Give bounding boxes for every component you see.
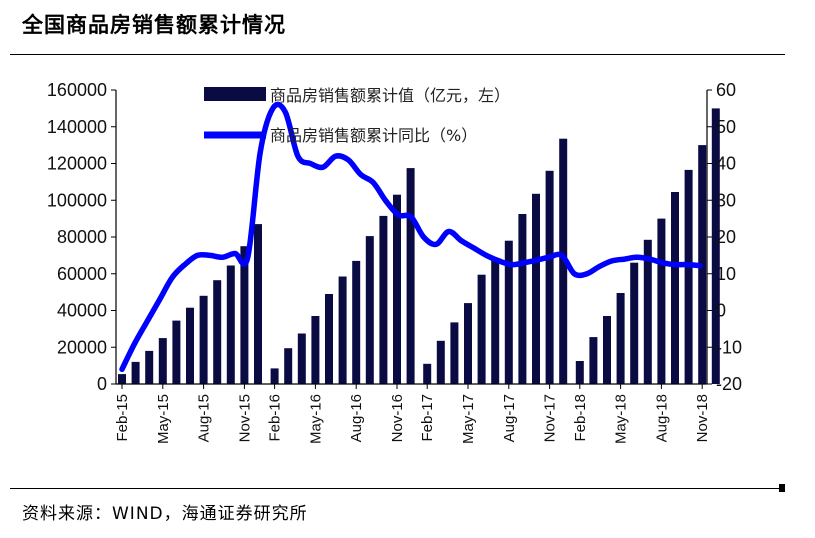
bar	[504, 240, 513, 384]
left-tick-label: 0	[97, 374, 107, 394]
bar	[532, 193, 540, 384]
bar	[575, 361, 584, 384]
chart: 0 20000 40000 60000 80000 100000 120000 140000 1…	[47, 80, 742, 444]
title-divider	[10, 54, 785, 55]
right-tick-label: 30	[716, 190, 736, 210]
bar	[297, 333, 306, 384]
bar	[254, 224, 262, 384]
right-tick-label: 0	[716, 301, 726, 321]
left-tick-label: 20000	[57, 337, 107, 357]
legend-line-label: 商品房销售额累计同比（%）	[270, 126, 477, 145]
bar	[284, 348, 293, 384]
x-tick-label: May-15	[155, 394, 172, 444]
bar	[436, 340, 445, 384]
bar-series	[118, 108, 720, 385]
bar	[145, 350, 154, 384]
yoy-line	[119, 101, 703, 373]
bar	[311, 316, 320, 384]
x-tick-label: Nov-16	[389, 394, 406, 442]
bar	[671, 192, 679, 384]
right-tick-label: 50	[716, 117, 736, 137]
right-tick-label: -10	[716, 337, 742, 357]
bar	[199, 295, 208, 384]
x-tick-label: Aug-15	[196, 394, 213, 442]
bar	[352, 260, 361, 384]
right-tick-label: 20	[716, 227, 736, 247]
footer-divider	[10, 488, 785, 489]
bar	[657, 218, 666, 384]
bar	[365, 236, 374, 384]
bar	[118, 374, 126, 384]
bar	[338, 276, 347, 384]
bar	[630, 262, 639, 384]
bar	[172, 320, 181, 384]
left-tick-label: 40000	[57, 301, 107, 321]
x-tick-label: Aug-16	[348, 394, 365, 442]
right-tick-label: 40	[716, 154, 736, 174]
bar	[491, 258, 500, 384]
left-tick-label: 80000	[57, 227, 107, 247]
x-tick-label: May-18	[613, 394, 630, 444]
bar	[325, 294, 333, 384]
bar	[379, 215, 388, 384]
bar	[464, 303, 472, 384]
bar	[423, 363, 432, 384]
bar	[450, 322, 459, 384]
legend: 商品房销售额累计值（亿元，左） 商品房销售额累计同比（%）	[204, 86, 510, 145]
x-tick-label: Feb-15	[114, 394, 131, 442]
bar	[589, 337, 598, 384]
left-tick-label: 160000	[47, 80, 107, 100]
x-tick-label: May-17	[460, 394, 477, 444]
x-tick-label: Feb-18	[572, 394, 589, 442]
x-tick-label: May-16	[307, 394, 324, 444]
x-tick-label: Feb-16	[267, 394, 284, 442]
x-tick-label: Aug-17	[501, 394, 518, 442]
left-tick-label: 60000	[57, 264, 107, 284]
bar	[518, 214, 527, 384]
bar	[477, 274, 486, 384]
bar	[226, 265, 235, 384]
bar	[616, 293, 625, 384]
x-tick-label: Nov-15	[236, 394, 253, 442]
legend-bar-label: 商品房销售额累计值（亿元，左）	[270, 86, 510, 105]
bar	[545, 170, 554, 384]
page-title: 全国商品房销售额累计情况	[22, 13, 286, 37]
bar	[240, 246, 249, 384]
bar	[643, 239, 652, 384]
line-series	[119, 101, 703, 373]
left-tick-label: 100000	[47, 190, 107, 210]
right-tick-label: 60	[716, 80, 736, 100]
x-tick-label: Nov-17	[542, 394, 559, 442]
bar	[131, 361, 140, 384]
x-tick-label: Feb-17	[419, 394, 436, 442]
x-tick-label: Aug-18	[653, 394, 670, 442]
right-tick-label: 10	[716, 264, 736, 284]
bar	[711, 108, 720, 385]
bar	[684, 169, 693, 384]
bar	[406, 168, 415, 384]
right-tick-label: -20	[716, 374, 742, 394]
axes: 0 20000 40000 60000 80000 100000 120000 140000 1…	[47, 80, 742, 444]
x-tick-label: Nov-18	[694, 394, 711, 442]
bar	[603, 316, 611, 384]
bar	[213, 280, 222, 384]
source-note: 资料来源：WIND，海通证券研究所	[22, 504, 308, 524]
bar	[270, 368, 279, 384]
bar	[186, 307, 194, 384]
legend-bar-swatch	[204, 87, 266, 101]
bar	[158, 338, 167, 384]
left-tick-label: 120000	[47, 154, 107, 174]
bar	[393, 194, 401, 384]
left-tick-label: 140000	[47, 117, 107, 137]
footer-divider-mark	[779, 484, 785, 492]
